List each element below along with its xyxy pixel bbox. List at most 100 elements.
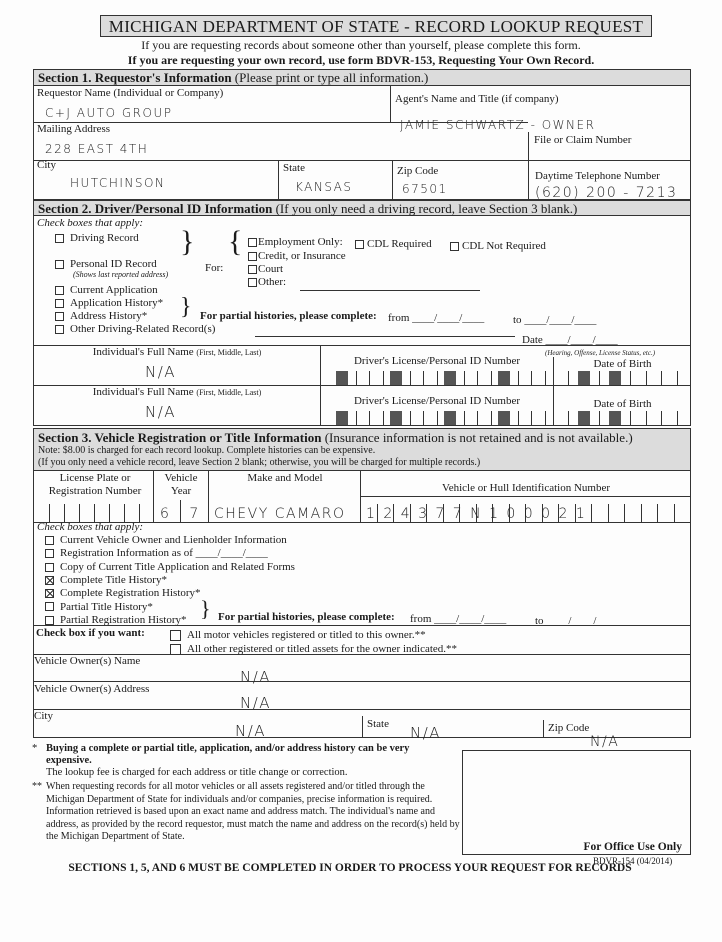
dl-digit-slot[interactable] [436, 411, 438, 425]
dob-digit-slot[interactable] [661, 371, 662, 385]
phone-field[interactable]: (620) 200 - 7213 [535, 185, 678, 201]
plate-slot[interactable] [94, 504, 95, 522]
dl-digit-slot[interactable] [463, 371, 465, 385]
dob-digit-slot[interactable] [645, 411, 647, 425]
checkbox-current-application[interactable]: Current Application [55, 284, 158, 296]
dob-digit-slot[interactable] [568, 371, 569, 385]
dob-digit-slot[interactable] [568, 411, 569, 425]
dob-digit-slot[interactable] [630, 371, 631, 385]
zip-field[interactable]: 67501 [402, 182, 448, 196]
vin-slot[interactable] [591, 504, 592, 522]
checkbox-all-vehicles[interactable]: All motor vehicles registered or titled … [170, 629, 426, 641]
checkbox-option[interactable]: Registration Information as of ____/____… [45, 547, 268, 559]
vin-field[interactable]: 1 2 4 3 7 7 N 1 0 0 0 2 1 [366, 506, 587, 522]
checkbox-option[interactable]: Copy of Current Title Application and Re… [45, 561, 295, 573]
checkbox-employment[interactable]: Employment Only: [248, 236, 343, 248]
plate-slot[interactable] [139, 504, 140, 522]
vin-slot[interactable] [640, 504, 642, 522]
vin-slot[interactable] [541, 504, 543, 522]
plate-slot[interactable] [109, 504, 110, 522]
vin-slot[interactable] [409, 504, 411, 522]
partial-from-3[interactable]: from ____/____/____ [410, 613, 507, 625]
checkbox-cdl-not-required[interactable]: CDL Not Required [450, 240, 546, 252]
agent-field[interactable]: JAMIE SCHWARTZ - OWNER [400, 118, 596, 132]
requestor-field[interactable]: C+J AUTO GROUP [45, 106, 173, 120]
vin-slot[interactable] [673, 504, 675, 522]
state-field[interactable]: KANSAS [295, 180, 353, 194]
make-field[interactable]: CHEVY CAMARO [214, 506, 346, 522]
dob-digit-slot[interactable] [599, 371, 600, 385]
dl-digit-slot[interactable] [544, 371, 546, 385]
plate-slot[interactable] [79, 504, 80, 522]
dob-digit-slot[interactable] [676, 411, 678, 425]
checkbox-option[interactable]: Complete Title History* [45, 574, 167, 586]
vin-slot[interactable] [657, 504, 658, 522]
dl-digit-slot[interactable] [409, 371, 411, 385]
dl-digit-slot[interactable] [477, 411, 478, 425]
city-field[interactable]: HUTCHINSON [70, 176, 166, 190]
dl-digit-slot[interactable] [490, 411, 492, 425]
checkbox-option[interactable]: Partial Title History* [45, 601, 153, 613]
partial-to[interactable]: to ____/____/____ [513, 314, 597, 326]
dl-digit-slot[interactable] [382, 371, 384, 385]
owner-state-field[interactable]: N/A [410, 724, 442, 742]
dl-digit-slot[interactable] [423, 371, 424, 385]
owner-name-field[interactable]: N/A [240, 668, 272, 686]
vin-slot[interactable] [574, 504, 576, 522]
vin-slot[interactable] [508, 504, 510, 522]
dl-digit-slot[interactable] [355, 371, 357, 385]
dl-digit-slot[interactable] [423, 411, 424, 425]
checkbox-cdl-required[interactable]: CDL Required [355, 238, 432, 250]
year-slot[interactable] [180, 500, 181, 522]
checkbox-option[interactable]: Current Vehicle Owner and Lienholder Inf… [45, 534, 287, 546]
plate-slot[interactable] [64, 504, 65, 522]
checkbox-personal-id[interactable]: Personal ID Record [55, 258, 157, 270]
dob-digit-slot[interactable] [645, 371, 647, 385]
dl-digit-slot[interactable] [477, 371, 478, 385]
vin-slot[interactable] [492, 504, 493, 522]
checkbox-other-driving[interactable]: Other Driving-Related Record(s) [55, 323, 215, 335]
dl-digit-slot[interactable] [369, 371, 370, 385]
dl-digit-slot[interactable] [531, 411, 532, 425]
dl-digit-slot[interactable] [517, 371, 519, 385]
partial-to-3[interactable]: to ____/____/____ [535, 615, 619, 627]
vin-slot[interactable] [525, 504, 526, 522]
dob-digit-slot[interactable] [676, 371, 678, 385]
dob-digit-slot[interactable] [661, 411, 662, 425]
dl-digit-slot[interactable] [517, 411, 519, 425]
checkbox-other[interactable]: Other: [248, 276, 286, 288]
checkbox-all-assets[interactable]: All other registered or titled assets fo… [170, 643, 457, 655]
year-field[interactable]: 6 7 [160, 506, 207, 522]
partial-from[interactable]: from ____/____/____ [388, 312, 485, 324]
dl-digit-slot[interactable] [355, 411, 357, 425]
vin-slot[interactable] [607, 504, 609, 522]
checkbox-driving-record[interactable]: Driving Record [55, 232, 139, 244]
owner-city-field[interactable]: N/A [235, 722, 267, 740]
vin-slot[interactable] [558, 504, 559, 522]
dl-digit-slot[interactable] [463, 411, 465, 425]
owner-zip-field[interactable]: N/A [590, 734, 620, 750]
vin-slot[interactable] [442, 504, 444, 522]
individual-name-field[interactable]: N/A [145, 363, 177, 381]
checkbox-option[interactable]: Partial Registration History* [45, 614, 186, 626]
checkbox-address-history[interactable]: Address History* [55, 310, 147, 322]
dob-digit-slot[interactable] [599, 411, 600, 425]
dl-digit-slot[interactable] [382, 411, 384, 425]
checkbox-credit[interactable]: Credit, or Insurance [248, 250, 346, 262]
mailing-field[interactable]: 228 EAST 4TH [45, 142, 149, 156]
checkbox-application-history[interactable]: Application History* [55, 297, 163, 309]
vin-slot[interactable] [393, 504, 394, 522]
vin-slot[interactable] [624, 504, 625, 522]
individual-name-field[interactable]: N/A [145, 403, 177, 421]
dl-digit-slot[interactable] [369, 411, 370, 425]
checkbox-court[interactable]: Court [248, 263, 283, 275]
owner-address-field[interactable]: N/A [240, 694, 272, 712]
dl-digit-slot[interactable] [436, 371, 438, 385]
dob-digit-slot[interactable] [630, 411, 631, 425]
dl-digit-slot[interactable] [490, 371, 492, 385]
dl-digit-slot[interactable] [531, 371, 532, 385]
vin-slot[interactable] [459, 504, 460, 522]
plate-slot[interactable] [49, 504, 50, 522]
date-field[interactable]: Date ____/____/____ [522, 334, 618, 346]
vin-slot[interactable] [426, 504, 427, 522]
